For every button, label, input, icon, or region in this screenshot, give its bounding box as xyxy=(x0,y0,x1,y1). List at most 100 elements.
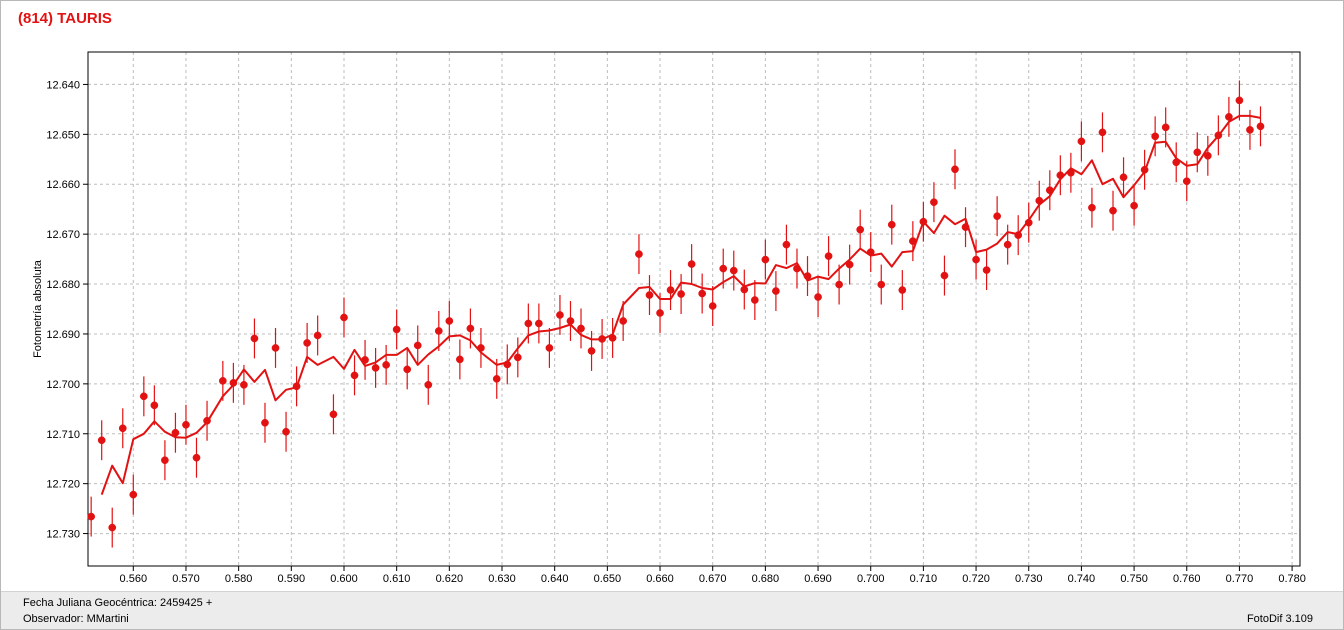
data-point xyxy=(803,272,812,280)
data-point xyxy=(750,296,759,304)
x-tick-label: 0.700 xyxy=(857,573,885,585)
data-point xyxy=(608,334,617,342)
data-point xyxy=(392,325,401,334)
data-point xyxy=(535,319,543,328)
data-point xyxy=(645,291,654,299)
x-tick-label: 0.650 xyxy=(594,573,622,585)
data-point xyxy=(292,382,301,391)
data-point xyxy=(556,311,564,319)
data-point xyxy=(1098,128,1107,137)
series-layer xyxy=(87,80,1265,548)
data-point xyxy=(492,375,501,383)
data-point xyxy=(845,260,854,269)
data-point xyxy=(1067,168,1075,177)
x-tick-label: 0.610 xyxy=(383,573,411,585)
x-tick-label: 0.730 xyxy=(1015,573,1043,585)
data-point xyxy=(139,392,148,401)
y-tick-label: 12.720 xyxy=(46,479,80,491)
data-point xyxy=(656,309,664,317)
x-tick-label: 0.670 xyxy=(699,573,727,585)
data-point xyxy=(1193,148,1202,157)
data-point xyxy=(403,365,412,374)
x-tick-label: 0.660 xyxy=(646,573,674,585)
data-point xyxy=(445,317,454,325)
data-point xyxy=(1214,131,1223,140)
data-point xyxy=(1119,173,1128,182)
x-tick-label: 0.570 xyxy=(172,573,200,585)
data-point xyxy=(982,266,991,274)
y-tick-label: 12.660 xyxy=(46,179,80,191)
data-point xyxy=(108,523,117,532)
x-tick-label: 0.720 xyxy=(962,573,990,585)
data-point xyxy=(545,344,554,352)
lightcurve-chart: 0.560 0.570 0.580 0.590 0.600 0.610 0.620 0.630… xyxy=(32,51,1306,585)
plot-area xyxy=(87,51,1301,567)
data-point xyxy=(161,456,169,465)
data-point xyxy=(619,317,628,325)
data-point xyxy=(598,335,606,343)
data-point xyxy=(940,271,949,280)
chart-title: (814) TAURIS xyxy=(18,10,112,27)
data-point xyxy=(1109,206,1117,215)
y-tick-label: 12.680 xyxy=(46,279,80,291)
data-point xyxy=(250,334,259,343)
data-point xyxy=(698,289,707,298)
y-tick-label: 12.700 xyxy=(46,379,80,391)
x-tick-label: 0.680 xyxy=(752,573,780,585)
data-point xyxy=(218,377,227,385)
data-point xyxy=(340,313,348,322)
data-point xyxy=(740,285,749,294)
data-point xyxy=(835,280,843,289)
data-point xyxy=(329,410,338,419)
data-point xyxy=(719,264,728,273)
data-point xyxy=(513,353,522,362)
data-point xyxy=(677,290,685,298)
data-point xyxy=(930,198,938,207)
data-point xyxy=(229,379,238,387)
data-point xyxy=(261,418,269,427)
data-point xyxy=(866,248,875,256)
data-point xyxy=(1045,186,1054,195)
data-point xyxy=(97,436,106,445)
data-point xyxy=(1203,151,1212,160)
data-point xyxy=(1235,96,1244,105)
data-point xyxy=(772,287,780,295)
data-point xyxy=(577,324,585,333)
data-point xyxy=(1088,203,1096,212)
data-point xyxy=(814,293,822,301)
status-footer: Fecha Juliana Geocéntrica: 2459425 + Obs… xyxy=(1,591,1343,629)
data-point xyxy=(413,341,422,350)
x-tick-label: 0.560 xyxy=(120,573,148,585)
y-tick-label: 12.690 xyxy=(46,329,80,341)
data-point xyxy=(1077,137,1086,146)
data-point xyxy=(1035,196,1044,205)
data-point xyxy=(503,360,512,369)
data-point xyxy=(182,420,190,429)
data-point xyxy=(856,225,865,234)
x-tick-label: 0.760 xyxy=(1173,573,1201,585)
x-tick-label: 0.780 xyxy=(1278,573,1306,585)
x-tick-label: 0.590 xyxy=(278,573,306,585)
x-tick-label: 0.600 xyxy=(330,573,358,585)
data-point xyxy=(313,331,322,340)
data-point xyxy=(524,319,533,328)
y-axis-title: Fotometría absoluta xyxy=(32,259,44,358)
data-point xyxy=(87,512,96,521)
data-point xyxy=(192,453,201,462)
data-point xyxy=(708,302,717,310)
date-label: Fecha Juliana Geocéntrica: 2459425 + xyxy=(23,597,213,609)
data-point xyxy=(909,237,917,245)
y-tick-label: 12.650 xyxy=(46,129,80,141)
data-point xyxy=(203,416,211,425)
data-point xyxy=(782,240,791,249)
data-point xyxy=(171,428,180,437)
axes: 0.560 0.570 0.580 0.590 0.600 0.610 0.620 0.630… xyxy=(46,79,1306,585)
data-point xyxy=(972,255,980,264)
data-point xyxy=(361,356,369,364)
data-point xyxy=(1014,231,1023,239)
data-point xyxy=(951,165,959,174)
x-tick-label: 0.690 xyxy=(804,573,832,585)
x-tick-label: 0.710 xyxy=(910,573,938,585)
data-point xyxy=(1161,123,1170,132)
data-point xyxy=(456,355,464,364)
